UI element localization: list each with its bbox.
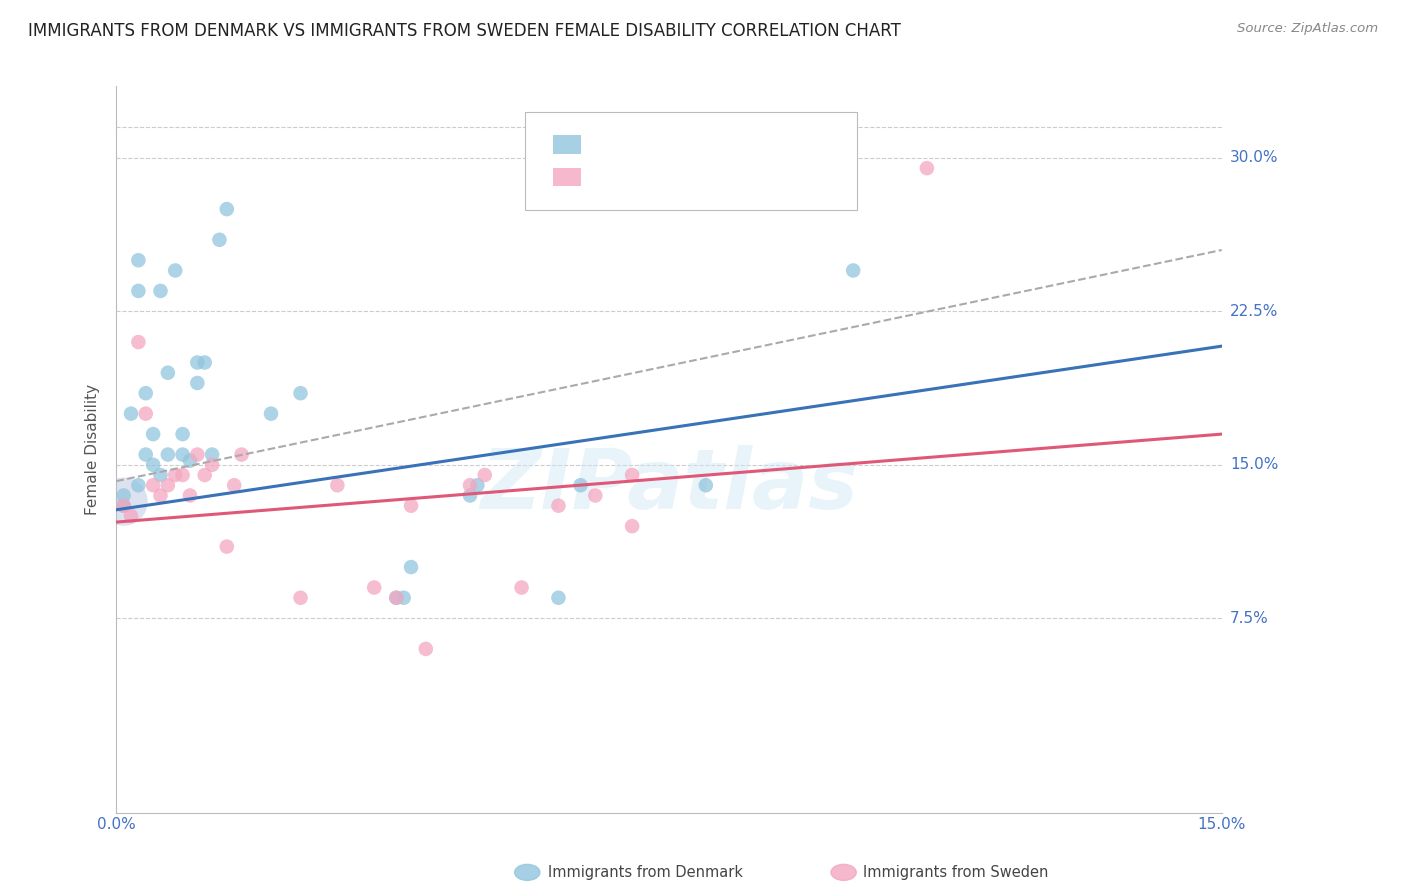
Point bbox=[165, 468, 187, 483]
Point bbox=[399, 560, 422, 574]
Point bbox=[290, 386, 312, 401]
Point bbox=[127, 284, 149, 298]
FancyBboxPatch shape bbox=[553, 168, 581, 186]
Point bbox=[842, 263, 865, 277]
Point bbox=[135, 448, 157, 462]
Text: R = 0.264   N = 35: R = 0.264 N = 35 bbox=[598, 136, 768, 153]
Point bbox=[621, 519, 644, 533]
FancyBboxPatch shape bbox=[526, 112, 856, 210]
Point bbox=[135, 407, 157, 421]
Point bbox=[179, 488, 201, 502]
Point bbox=[621, 468, 644, 483]
Point bbox=[112, 494, 135, 508]
Point bbox=[399, 499, 422, 513]
Point bbox=[142, 478, 165, 492]
Point bbox=[156, 366, 179, 380]
Point bbox=[127, 478, 149, 492]
Point bbox=[583, 488, 606, 502]
Point bbox=[208, 233, 231, 247]
Point bbox=[127, 334, 149, 349]
Point bbox=[186, 355, 208, 369]
Text: 22.5%: 22.5% bbox=[1230, 304, 1278, 318]
Point bbox=[569, 478, 592, 492]
Point bbox=[156, 448, 179, 462]
Point bbox=[112, 488, 135, 502]
Point bbox=[112, 499, 135, 513]
Point bbox=[547, 499, 569, 513]
Point bbox=[149, 488, 172, 502]
Point bbox=[194, 355, 217, 369]
Point bbox=[172, 448, 194, 462]
Point bbox=[326, 478, 349, 492]
Text: 7.5%: 7.5% bbox=[1230, 611, 1268, 625]
Point bbox=[149, 284, 172, 298]
Point bbox=[156, 478, 179, 492]
Point bbox=[120, 407, 142, 421]
Point bbox=[201, 458, 224, 472]
Point bbox=[260, 407, 283, 421]
FancyBboxPatch shape bbox=[553, 136, 581, 153]
Text: Immigrants from Denmark: Immigrants from Denmark bbox=[548, 865, 744, 880]
Point bbox=[458, 478, 481, 492]
Point bbox=[135, 386, 157, 401]
Point bbox=[127, 253, 149, 268]
Point bbox=[915, 161, 938, 176]
Point bbox=[165, 263, 187, 277]
Point bbox=[385, 591, 408, 605]
Text: R = 0.209   N = 30: R = 0.209 N = 30 bbox=[598, 168, 768, 186]
Point bbox=[231, 448, 253, 462]
Point bbox=[415, 641, 437, 656]
Point bbox=[392, 591, 415, 605]
Point bbox=[458, 488, 481, 502]
Point bbox=[142, 427, 165, 442]
Point bbox=[510, 581, 533, 595]
Point bbox=[186, 448, 208, 462]
Y-axis label: Female Disability: Female Disability bbox=[86, 384, 100, 515]
Point bbox=[215, 202, 238, 216]
Point bbox=[290, 591, 312, 605]
Text: 30.0%: 30.0% bbox=[1230, 151, 1278, 165]
Point bbox=[474, 468, 496, 483]
Point bbox=[142, 458, 165, 472]
Point bbox=[215, 540, 238, 554]
Point bbox=[363, 581, 385, 595]
Point bbox=[547, 591, 569, 605]
Text: ZIPatlas: ZIPatlas bbox=[479, 445, 858, 526]
Point bbox=[467, 478, 489, 492]
Point bbox=[695, 478, 717, 492]
Text: Source: ZipAtlas.com: Source: ZipAtlas.com bbox=[1237, 22, 1378, 36]
Text: 15.0%: 15.0% bbox=[1230, 458, 1278, 472]
Point bbox=[149, 468, 172, 483]
Point bbox=[186, 376, 208, 390]
Point bbox=[194, 468, 217, 483]
Point bbox=[172, 427, 194, 442]
Point bbox=[224, 478, 246, 492]
Point bbox=[172, 468, 194, 483]
Point bbox=[112, 499, 135, 513]
Point bbox=[179, 453, 201, 467]
Text: IMMIGRANTS FROM DENMARK VS IMMIGRANTS FROM SWEDEN FEMALE DISABILITY CORRELATION : IMMIGRANTS FROM DENMARK VS IMMIGRANTS FR… bbox=[28, 22, 901, 40]
Point bbox=[385, 591, 408, 605]
Text: Immigrants from Sweden: Immigrants from Sweden bbox=[863, 865, 1049, 880]
Point bbox=[201, 448, 224, 462]
Point bbox=[120, 508, 142, 523]
